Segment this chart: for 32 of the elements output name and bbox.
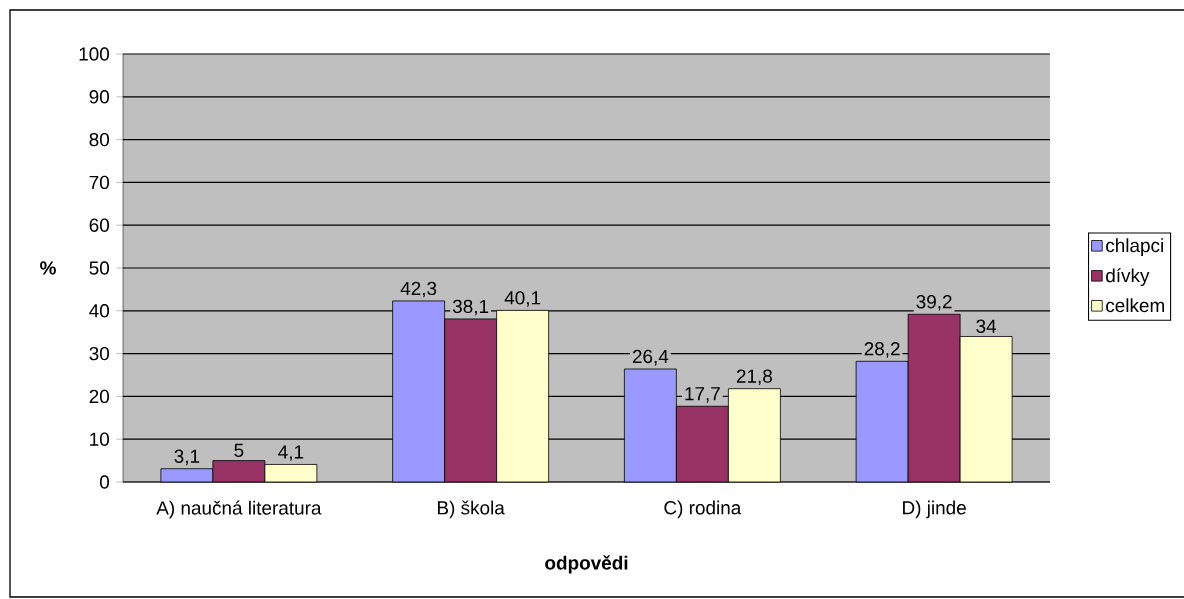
- data-label: 5: [234, 443, 244, 457]
- y-tick-label: 70: [89, 175, 110, 190]
- y-tick-label: 80: [89, 132, 110, 147]
- y-axis-title: %: [40, 261, 56, 275]
- data-label: 40,1: [504, 291, 541, 307]
- data-label: 34: [976, 319, 997, 333]
- x-axis-title: odpovědi: [545, 555, 628, 574]
- y-tick-label: 90: [89, 90, 110, 104]
- data-label: 26,4: [632, 349, 669, 366]
- data-label: 4,1: [278, 445, 304, 461]
- y-tick-label: 60: [89, 218, 110, 232]
- data-label: 21,8: [736, 369, 772, 386]
- y-tick-label: 40: [89, 304, 110, 318]
- data-label: 38,1: [452, 299, 489, 316]
- y-tick-label: 30: [89, 346, 110, 361]
- y-tick-label: 10: [90, 432, 110, 446]
- legend-label: chlapci: [1106, 238, 1163, 256]
- x-tick-label: C) rodina: [664, 500, 742, 519]
- data-label: 42,3: [400, 281, 437, 298]
- data-label: 39,2: [916, 294, 952, 311]
- data-label: 3,1: [174, 449, 200, 466]
- data-label: 17,7: [685, 387, 720, 403]
- y-tick-label: 0: [99, 475, 110, 489]
- legend-label: celkem: [1106, 298, 1164, 313]
- x-tick-label: D) jinde: [903, 500, 966, 519]
- y-tick-label: 100: [79, 47, 110, 61]
- y-tick-label: 50: [89, 261, 110, 275]
- data-label: 28,2: [864, 342, 900, 358]
- x-tick-label: B) škola: [437, 500, 505, 519]
- y-tick-label: 20: [89, 389, 110, 404]
- x-tick-label: A) naučná literatura: [156, 500, 322, 519]
- legend-label: dívky: [1106, 268, 1150, 287]
